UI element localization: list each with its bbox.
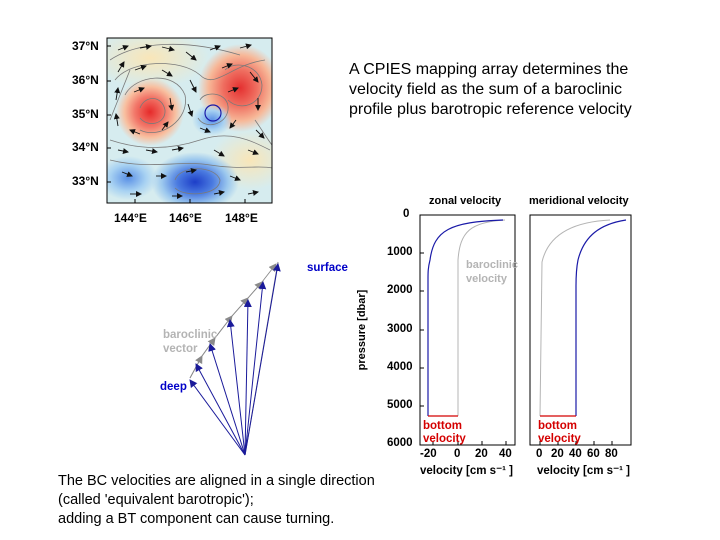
meridional-bottom-label-line2: velocity xyxy=(538,433,581,445)
meridional-xtick-20: 20 xyxy=(551,448,564,460)
sea-surface-map xyxy=(106,37,273,204)
baroclinic-vector-label-line1: baroclinic xyxy=(163,329,218,341)
lat-label-33n: 33°N xyxy=(72,174,99,188)
hodograph-diagram xyxy=(189,261,281,456)
meridional-xtick-80: 80 xyxy=(605,448,618,460)
footnote-line-1: The BC velocities are aligned in a singl… xyxy=(58,473,375,489)
meridional-total-profile xyxy=(575,219,627,416)
lon-label-146e: 146°E xyxy=(169,211,202,225)
meridional-xtick-40: 40 xyxy=(569,448,582,460)
zonal-velocity-panel xyxy=(419,214,516,446)
pressure-axis-label: pressure [dbar] xyxy=(356,289,368,371)
baroclinic-vector-curve xyxy=(189,263,277,379)
baroclinic-velocity-label-line1: baroclinic xyxy=(466,259,518,271)
ytick-2000: 2000 xyxy=(387,284,413,296)
footnote-line-2: (called 'equivalent barotropic'); xyxy=(58,492,254,508)
total-velocity-arrows xyxy=(189,263,281,456)
ytick-5000: 5000 xyxy=(387,399,413,411)
ytick-1000: 1000 xyxy=(387,246,413,258)
lon-label-144e: 144°E xyxy=(114,211,147,225)
velocity-arrows xyxy=(113,43,265,199)
deep-label: deep xyxy=(160,381,187,393)
meridional-bottom-label-line1: bottom xyxy=(538,420,577,432)
headline-text: A CPIES mapping array determines the vel… xyxy=(349,61,632,118)
zonal-xtick-20: 20 xyxy=(475,448,488,460)
zonal-xtick-40: 40 xyxy=(499,448,512,460)
zonal-bottom-label-line2: velocity xyxy=(423,433,466,445)
zonal-panel-title: zonal velocity xyxy=(429,195,502,207)
meridional-baroclinic-profile xyxy=(539,219,611,417)
meridional-xaxis-label: velocity [cm s⁻¹ ] xyxy=(537,465,630,477)
footnote-line-3: adding a BT component can cause turning. xyxy=(58,511,335,527)
baroclinic-vector-label-line2: vector xyxy=(163,343,198,355)
meridional-xtick-0: 0 xyxy=(536,448,543,460)
lat-label-35n: 35°N xyxy=(72,107,99,121)
ytick-0: 0 xyxy=(403,208,410,220)
meridional-velocity-panel xyxy=(529,214,632,446)
zonal-total-profile xyxy=(427,219,504,416)
lat-label-37n: 37°N xyxy=(72,39,99,53)
ytick-4000: 4000 xyxy=(387,361,413,373)
zonal-xtick-neg20: -20 xyxy=(420,448,437,460)
lat-label-36n: 36°N xyxy=(72,73,99,87)
ytick-3000: 3000 xyxy=(387,323,413,335)
zonal-xaxis-label: velocity [cm s⁻¹ ] xyxy=(420,465,513,477)
meridional-panel-title: meridional velocity xyxy=(529,195,629,207)
zonal-xtick-0: 0 xyxy=(454,448,461,460)
lat-label-34n: 34°N xyxy=(72,140,99,154)
lon-label-148e: 148°E xyxy=(225,211,258,225)
baroclinic-velocity-label-line2: velocity xyxy=(466,273,507,285)
ytick-6000: 6000 xyxy=(387,437,413,449)
contour-lines xyxy=(109,43,272,195)
zonal-bottom-label-line1: bottom xyxy=(423,420,462,432)
footnote-text: The BC velocities are aligned in a singl… xyxy=(58,472,428,529)
meridional-xtick-60: 60 xyxy=(587,448,600,460)
surface-label: surface xyxy=(307,262,348,274)
cpies-site-marker xyxy=(204,104,222,122)
